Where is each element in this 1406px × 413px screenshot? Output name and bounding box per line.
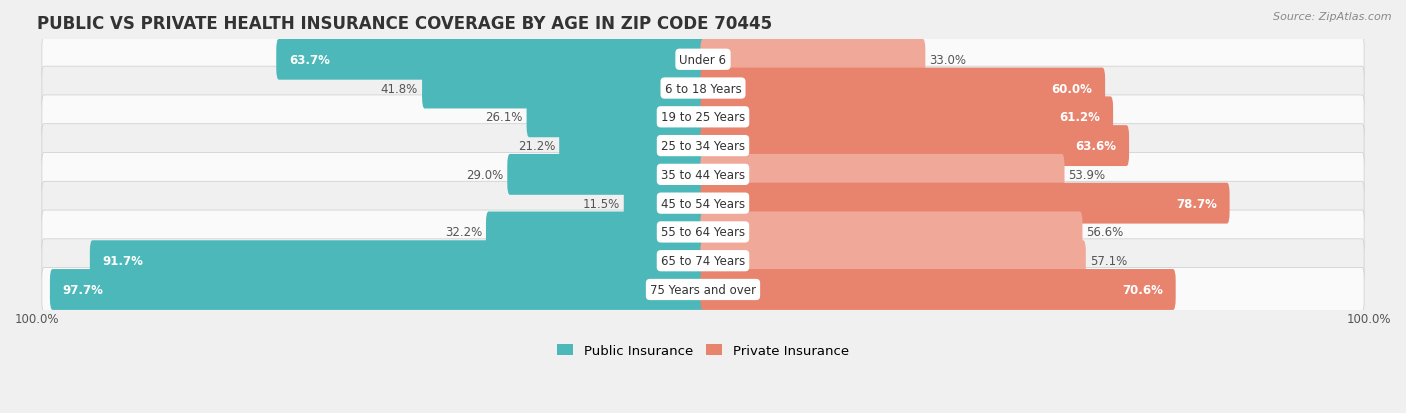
Text: 11.5%: 11.5% [582, 197, 620, 210]
Text: 61.2%: 61.2% [1060, 111, 1101, 124]
Text: 63.6%: 63.6% [1076, 140, 1116, 153]
Text: 41.8%: 41.8% [381, 82, 418, 95]
FancyBboxPatch shape [624, 183, 706, 224]
FancyBboxPatch shape [42, 38, 1364, 82]
FancyBboxPatch shape [42, 239, 1364, 283]
FancyBboxPatch shape [527, 97, 706, 138]
FancyBboxPatch shape [42, 153, 1364, 197]
FancyBboxPatch shape [700, 69, 1105, 109]
FancyBboxPatch shape [276, 40, 706, 81]
Text: 33.0%: 33.0% [929, 54, 966, 66]
Text: 70.6%: 70.6% [1122, 283, 1163, 296]
FancyBboxPatch shape [42, 268, 1364, 311]
Text: 97.7%: 97.7% [62, 283, 104, 296]
FancyBboxPatch shape [42, 182, 1364, 225]
FancyBboxPatch shape [42, 67, 1364, 111]
FancyBboxPatch shape [422, 69, 706, 109]
FancyBboxPatch shape [700, 212, 1083, 253]
FancyBboxPatch shape [508, 154, 706, 195]
Text: 35 to 44 Years: 35 to 44 Years [661, 169, 745, 181]
Text: 63.7%: 63.7% [288, 54, 330, 66]
Legend: Public Insurance, Private Insurance: Public Insurance, Private Insurance [553, 339, 853, 363]
FancyBboxPatch shape [42, 124, 1364, 168]
Text: 60.0%: 60.0% [1052, 82, 1092, 95]
FancyBboxPatch shape [700, 154, 1064, 195]
FancyBboxPatch shape [700, 269, 1175, 310]
Text: 32.2%: 32.2% [444, 226, 482, 239]
Text: 29.0%: 29.0% [465, 169, 503, 181]
Text: 56.6%: 56.6% [1087, 226, 1123, 239]
Text: 25 to 34 Years: 25 to 34 Years [661, 140, 745, 153]
FancyBboxPatch shape [560, 126, 706, 166]
Text: 78.7%: 78.7% [1175, 197, 1218, 210]
Text: 91.7%: 91.7% [103, 254, 143, 268]
Text: Source: ZipAtlas.com: Source: ZipAtlas.com [1274, 12, 1392, 22]
Text: 6 to 18 Years: 6 to 18 Years [665, 82, 741, 95]
FancyBboxPatch shape [42, 96, 1364, 139]
FancyBboxPatch shape [700, 183, 1230, 224]
FancyBboxPatch shape [700, 97, 1114, 138]
FancyBboxPatch shape [700, 40, 925, 81]
FancyBboxPatch shape [700, 241, 1085, 281]
Text: 21.2%: 21.2% [517, 140, 555, 153]
Text: 45 to 54 Years: 45 to 54 Years [661, 197, 745, 210]
FancyBboxPatch shape [700, 126, 1129, 166]
Text: 19 to 25 Years: 19 to 25 Years [661, 111, 745, 124]
Text: 65 to 74 Years: 65 to 74 Years [661, 254, 745, 268]
Text: 75 Years and over: 75 Years and over [650, 283, 756, 296]
Text: 55 to 64 Years: 55 to 64 Years [661, 226, 745, 239]
FancyBboxPatch shape [90, 241, 706, 281]
FancyBboxPatch shape [49, 269, 706, 310]
Text: 57.1%: 57.1% [1090, 254, 1128, 268]
Text: 53.9%: 53.9% [1069, 169, 1105, 181]
FancyBboxPatch shape [486, 212, 706, 253]
FancyBboxPatch shape [42, 211, 1364, 254]
Text: Under 6: Under 6 [679, 54, 727, 66]
Text: PUBLIC VS PRIVATE HEALTH INSURANCE COVERAGE BY AGE IN ZIP CODE 70445: PUBLIC VS PRIVATE HEALTH INSURANCE COVER… [37, 15, 772, 33]
Text: 26.1%: 26.1% [485, 111, 523, 124]
